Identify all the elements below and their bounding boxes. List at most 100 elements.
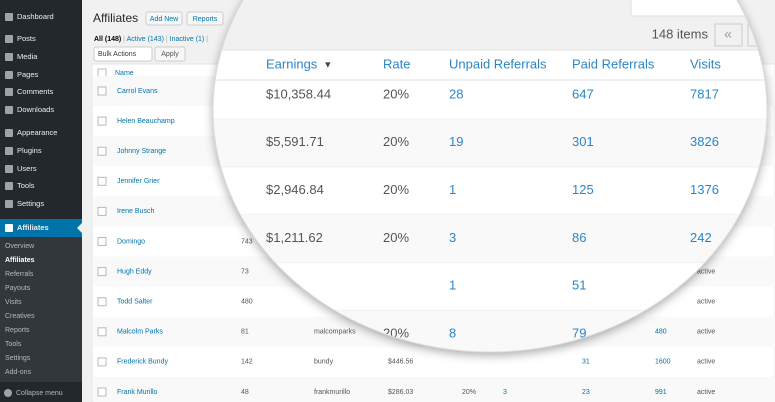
magnified-cell: 8 (449, 325, 456, 340)
cell-username: malcomparks (314, 329, 356, 336)
submenu-item[interactable]: Creatives (5, 313, 35, 320)
menu-item[interactable]: Pages (17, 70, 39, 79)
menu-item[interactable]: Affiliates (17, 223, 49, 232)
affiliate-name[interactable]: Frank Murillo (117, 389, 158, 396)
submenu-item[interactable]: Reports (5, 327, 30, 334)
submenu-bg (0, 237, 82, 382)
collapse-icon (4, 389, 12, 397)
magnified-header[interactable]: Rate (383, 56, 410, 71)
menu-item[interactable]: Downloads (17, 105, 54, 114)
magnified-header[interactable]: Visits (690, 56, 721, 71)
menu-item[interactable]: Dashboard (17, 12, 54, 21)
checkbox[interactable] (97, 206, 107, 216)
checkbox[interactable] (97, 146, 107, 156)
cell-username: bundy (314, 359, 334, 366)
magnified-cell: 3 (449, 230, 456, 245)
checkbox[interactable] (97, 116, 107, 126)
checkbox[interactable] (97, 176, 107, 186)
submenu-item[interactable]: Affiliates (5, 257, 35, 264)
submenu-item[interactable]: Visits (5, 299, 22, 306)
affiliate-name[interactable]: Jennifer Grier (117, 178, 160, 185)
menu-icon (5, 53, 13, 61)
bulk-select-label: Bulk Actions (98, 51, 137, 58)
affiliate-name[interactable]: Todd Salter (117, 299, 153, 306)
cell-id: 142 (241, 359, 253, 366)
affiliate-name[interactable]: Johnny Strange (117, 148, 166, 155)
cell-status: active (697, 268, 715, 275)
prev-button[interactable] (714, 23, 743, 47)
magnified-cell: 125 (572, 182, 594, 197)
bulk-select[interactable] (93, 46, 153, 62)
menu-item[interactable]: Users (17, 164, 37, 173)
magnified-cell: 20% (383, 86, 409, 101)
menu-item[interactable]: Appearance (17, 128, 57, 137)
submenu-item[interactable]: Referrals (5, 271, 34, 278)
menu-item[interactable]: Comments (17, 87, 54, 96)
menu-item[interactable]: Media (17, 52, 38, 61)
magnified-header[interactable]: Unpaid Referrals (449, 56, 547, 71)
submenu-item[interactable]: Tools (5, 341, 22, 348)
menu-item[interactable]: Posts (17, 34, 36, 43)
checkbox[interactable] (97, 68, 107, 78)
cell-id: 48 (241, 389, 249, 396)
magnified-cell: $2,946.84 (266, 182, 324, 197)
menu-item[interactable]: Settings (17, 199, 44, 208)
checkbox[interactable] (97, 86, 107, 96)
header-button[interactable] (145, 11, 183, 26)
submenu-item[interactable]: Settings (5, 355, 31, 362)
header-button[interactable] (186, 11, 224, 26)
cell-earnings: $446.56 (388, 359, 413, 366)
filter-link[interactable]: Inactive (1) (170, 36, 205, 43)
menu-item[interactable]: Tools (17, 181, 35, 190)
apply-button[interactable] (154, 46, 186, 62)
menu-icon (5, 35, 13, 43)
checkbox[interactable] (97, 387, 107, 397)
magnified-cell: 1 (449, 278, 456, 293)
checkbox[interactable] (97, 297, 107, 307)
menu-icon (5, 13, 13, 21)
checkbox[interactable] (97, 237, 107, 246)
filter-link[interactable]: Active (143) (127, 36, 164, 43)
column-header[interactable]: Name (115, 70, 134, 77)
affiliate-name[interactable]: Helen Beauchamp (117, 118, 175, 125)
items-count: 148 items (652, 26, 709, 41)
collapse-menu[interactable]: Collapse menu (16, 390, 63, 397)
cell-id: 81 (241, 329, 249, 336)
filter-link[interactable]: All (148) (94, 36, 121, 43)
header-button-label[interactable]: Reports (193, 16, 218, 23)
menu-icon (5, 88, 13, 96)
checkbox[interactable] (97, 357, 107, 367)
checkbox[interactable] (97, 267, 107, 277)
cell-paid: 23 (582, 389, 590, 396)
affiliate-name[interactable]: Hugh Eddy (117, 268, 152, 275)
affiliate-name[interactable]: Carrol Evans (117, 88, 158, 95)
magnified-cell: 647 (572, 86, 594, 101)
magnified-cell: 7817 (690, 86, 719, 101)
submenu-item[interactable]: Overview (5, 243, 35, 250)
cell-visits: 480 (655, 329, 667, 336)
menu-icon (5, 71, 13, 79)
header-button-label[interactable]: Add New (150, 16, 179, 23)
search-box (630, 0, 767, 17)
magnified-header[interactable]: Paid Referrals (572, 56, 655, 71)
magnified-cell: 301 (572, 134, 594, 149)
magnified-cell: $1,211.62 (266, 230, 323, 245)
submenu-item[interactable]: Payouts (5, 285, 31, 292)
magnified-cell: 20% (383, 134, 409, 149)
affiliate-name[interactable]: Domingo (117, 238, 145, 245)
row-stripe (93, 377, 775, 402)
magnified-header[interactable]: Earnings (266, 56, 318, 71)
prev-label[interactable]: « (724, 26, 732, 42)
submenu-item[interactable]: Add-ons (5, 369, 32, 376)
magnified-cell: 3826 (690, 134, 719, 149)
sort-indicator: ▼ (323, 59, 332, 69)
affiliate-name[interactable]: Frederick Bundy (117, 359, 168, 366)
affiliate-name[interactable]: Malcolm Parks (117, 329, 163, 336)
checkbox[interactable] (97, 327, 107, 337)
page-title: Affiliates (93, 11, 138, 25)
menu-icon (5, 200, 13, 208)
affiliate-name[interactable]: Irene Busch (117, 208, 154, 215)
cell-status: active (697, 359, 715, 366)
menu-item[interactable]: Plugins (17, 146, 42, 155)
